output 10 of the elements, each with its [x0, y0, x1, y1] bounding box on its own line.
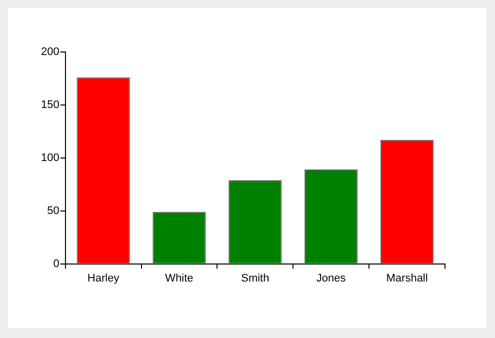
y-tick-label: 200: [40, 46, 60, 58]
x-tick-label: Smith: [241, 272, 270, 284]
y-tick-label: 150: [40, 98, 60, 111]
x-tick-label: Harley: [87, 272, 120, 284]
y-tick-label: 100: [40, 152, 60, 164]
x-tick-label: Jones: [316, 272, 346, 284]
x-tick-label: White: [165, 272, 194, 284]
y-tick-label: 0: [53, 258, 60, 270]
x-tick-label: Marshall: [386, 272, 428, 284]
y-tick-label: 50: [47, 204, 60, 217]
